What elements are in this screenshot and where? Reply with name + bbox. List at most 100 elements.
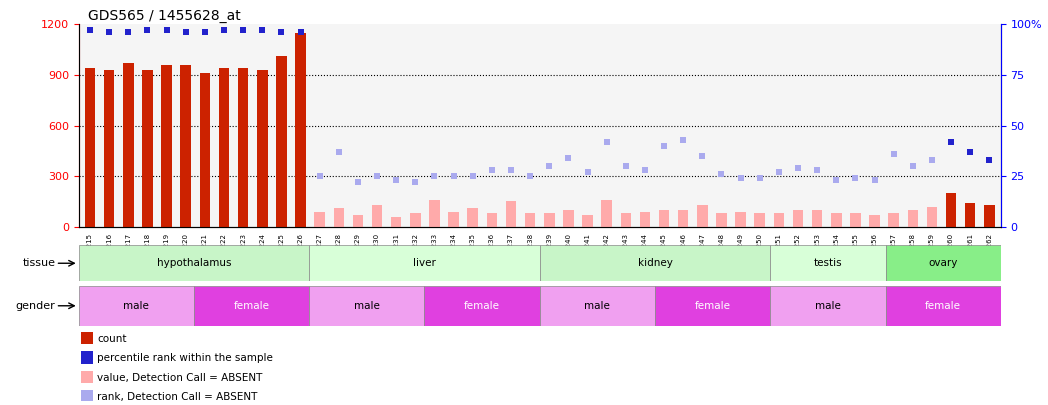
- Point: [483, 167, 500, 173]
- Point: [962, 149, 979, 155]
- Bar: [678, 210, 689, 227]
- Bar: [104, 70, 114, 227]
- Bar: [984, 205, 995, 227]
- Point: [580, 169, 596, 175]
- Text: value, Detection Call = ABSENT: value, Detection Call = ABSENT: [96, 373, 262, 383]
- Bar: [770, 245, 886, 281]
- Point: [636, 167, 653, 173]
- Bar: [926, 207, 937, 227]
- Point: [196, 29, 213, 36]
- Bar: [773, 213, 784, 227]
- Bar: [544, 213, 554, 227]
- Bar: [755, 213, 765, 227]
- Text: female: female: [234, 301, 269, 311]
- Bar: [620, 213, 631, 227]
- Point: [82, 27, 99, 34]
- Bar: [372, 205, 383, 227]
- Bar: [161, 65, 172, 227]
- Text: gender: gender: [16, 301, 56, 311]
- Text: male: male: [815, 301, 840, 311]
- Text: liver: liver: [413, 258, 436, 268]
- Point: [656, 143, 673, 149]
- Point: [427, 173, 443, 179]
- Text: male: male: [354, 301, 379, 311]
- Point: [503, 167, 520, 173]
- Bar: [792, 210, 803, 227]
- Text: rank, Detection Call = ABSENT: rank, Detection Call = ABSENT: [96, 392, 258, 402]
- Text: hypothalamus: hypothalamus: [156, 258, 232, 268]
- Bar: [180, 65, 191, 227]
- Point: [407, 179, 423, 185]
- Point: [675, 136, 692, 143]
- Point: [943, 139, 960, 145]
- Bar: [353, 215, 364, 227]
- Text: tissue: tissue: [23, 258, 56, 268]
- Point: [733, 175, 749, 181]
- Point: [216, 27, 233, 34]
- Bar: [143, 70, 153, 227]
- Text: percentile rank within the sample: percentile rank within the sample: [96, 353, 272, 363]
- Point: [445, 173, 462, 179]
- Bar: [850, 213, 860, 227]
- Point: [809, 167, 826, 173]
- Point: [751, 175, 768, 181]
- Point: [330, 149, 347, 155]
- Bar: [563, 210, 573, 227]
- Text: male: male: [585, 301, 610, 311]
- Bar: [82, 390, 92, 402]
- Point: [886, 151, 902, 157]
- Bar: [655, 286, 770, 326]
- Bar: [770, 286, 886, 326]
- Point: [369, 173, 386, 179]
- Bar: [831, 213, 842, 227]
- Bar: [467, 208, 478, 227]
- Point: [828, 177, 845, 183]
- Bar: [602, 200, 612, 227]
- Bar: [583, 215, 593, 227]
- Point: [789, 165, 806, 171]
- Point: [464, 173, 481, 179]
- Point: [292, 29, 309, 36]
- Bar: [257, 70, 267, 227]
- Bar: [639, 211, 650, 227]
- Bar: [525, 213, 536, 227]
- Text: male: male: [124, 301, 149, 311]
- Bar: [430, 200, 440, 227]
- Point: [311, 173, 328, 179]
- Point: [713, 171, 729, 177]
- Point: [617, 163, 634, 169]
- Bar: [123, 63, 133, 227]
- Point: [254, 27, 270, 34]
- Bar: [85, 68, 95, 227]
- Bar: [296, 33, 306, 227]
- Text: count: count: [96, 334, 127, 344]
- Bar: [194, 286, 309, 326]
- Bar: [79, 245, 309, 281]
- Bar: [946, 193, 957, 227]
- Bar: [486, 213, 497, 227]
- Text: female: female: [464, 301, 500, 311]
- Point: [522, 173, 539, 179]
- Bar: [659, 210, 670, 227]
- Bar: [540, 245, 770, 281]
- Bar: [391, 217, 401, 227]
- Point: [388, 177, 405, 183]
- Point: [867, 177, 883, 183]
- Bar: [277, 56, 287, 227]
- Point: [598, 139, 615, 145]
- Point: [235, 27, 252, 34]
- Bar: [309, 245, 540, 281]
- Bar: [697, 205, 707, 227]
- Point: [694, 153, 711, 159]
- Bar: [506, 202, 517, 227]
- Point: [274, 29, 290, 36]
- Bar: [886, 286, 1001, 326]
- Bar: [908, 210, 918, 227]
- Bar: [314, 211, 325, 227]
- Bar: [82, 332, 92, 345]
- Bar: [424, 286, 540, 326]
- Bar: [965, 203, 976, 227]
- Bar: [219, 68, 230, 227]
- Text: GDS565 / 1455628_at: GDS565 / 1455628_at: [88, 9, 241, 23]
- Point: [158, 27, 175, 34]
